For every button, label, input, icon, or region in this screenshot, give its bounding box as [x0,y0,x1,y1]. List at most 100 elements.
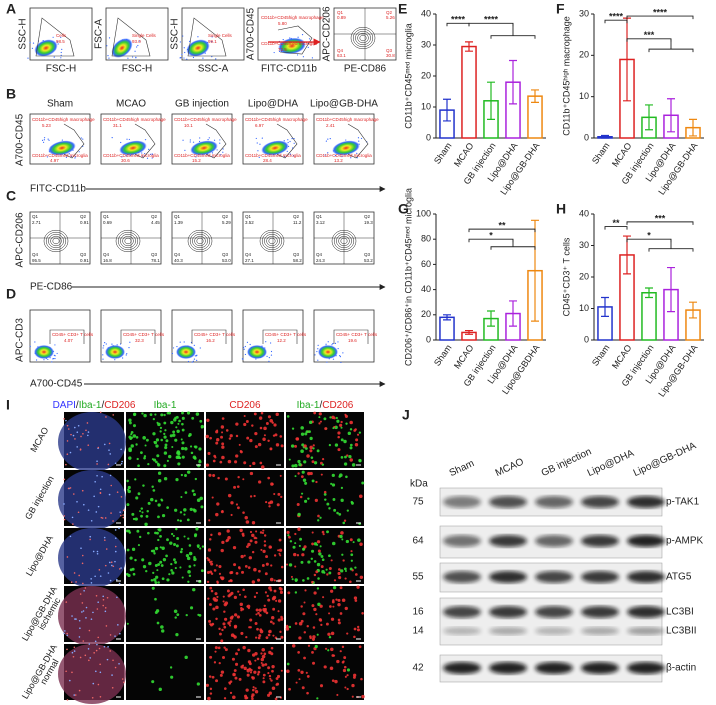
cell [310,557,313,560]
event-dot [127,57,129,59]
gate-label: 78.1 [151,258,160,263]
cell [65,419,67,422]
cell [248,556,253,560]
cell [268,691,272,695]
cell [286,669,290,674]
event-dot [151,157,153,159]
event-dot [114,359,116,361]
cell [157,581,160,584]
plot-frame [171,113,233,165]
event-dot [332,358,335,360]
cell [298,621,303,626]
event-dot [32,42,35,44]
cell [200,505,204,509]
cell [277,610,280,613]
event-dot [202,57,204,59]
cell [271,616,275,620]
cell [280,669,283,672]
cell [258,569,261,573]
cell [82,640,85,642]
cell [190,451,194,455]
gate-label: Q3 [80,252,87,257]
event-dot [52,36,54,38]
gate-label: 16.2 [206,338,215,343]
cell [200,424,205,429]
cell [310,456,314,459]
event-dot [325,140,327,142]
cell [339,423,343,427]
cell [260,652,263,655]
cell [157,503,161,507]
cell [288,535,291,539]
cell [233,595,238,599]
cell [236,485,240,489]
cell [118,662,120,665]
cell [212,474,216,478]
significance-label: *** [655,213,666,223]
cell [63,515,66,517]
plot-frame [313,113,375,165]
cell [286,530,290,535]
lane-label: GB injection [540,446,594,479]
cell [258,634,262,638]
event-dot [29,41,31,44]
event-dot [149,153,152,155]
event-dot [308,38,311,40]
gate-label: 31.1 [113,123,122,128]
cell [138,535,142,539]
cell [344,675,347,678]
event-dot [82,138,84,140]
cell [209,603,212,606]
cell [214,646,218,650]
contour [331,229,357,253]
gate-label: 53.2 [364,258,373,263]
cell [154,546,159,551]
gate [347,123,369,159]
cell [150,578,154,582]
cell [246,436,250,440]
cell [341,645,345,649]
contour [45,231,67,251]
event-dot [222,148,224,150]
panel-label: I [6,397,10,413]
cell [249,530,253,534]
cell [64,630,66,632]
cell [265,636,269,640]
cell [65,601,68,603]
cell [311,650,314,654]
density [105,345,125,359]
cell [259,629,264,634]
cell [209,538,212,541]
cell [261,663,265,667]
cell [251,521,256,525]
cell [343,665,347,669]
event-dot [186,58,188,60]
cell [225,539,228,543]
contour [43,229,69,253]
cell [262,529,265,532]
cell [243,461,247,465]
cell [93,652,95,654]
gate [49,329,85,344]
cell [170,569,173,572]
cell [174,560,177,564]
band [535,496,573,508]
cell [130,430,134,434]
cell [306,454,310,458]
cell [159,535,162,538]
event-dot [219,142,221,144]
cell [211,622,215,626]
cell [359,575,364,580]
cell [311,549,315,553]
cell [127,529,131,533]
error-bar [531,219,539,322]
gate [205,123,227,159]
cell [312,444,315,447]
cell [228,437,232,440]
cell [142,436,146,440]
cell [328,635,332,639]
cell [255,591,258,595]
cell [252,461,256,466]
cell [346,632,349,635]
cell [141,558,145,562]
